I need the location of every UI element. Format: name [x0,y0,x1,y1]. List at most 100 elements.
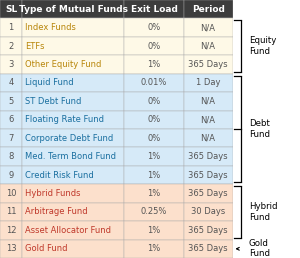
Text: N/A: N/A [201,42,216,51]
Bar [22,92,124,111]
Text: 10: 10 [6,189,16,198]
Bar [124,147,184,166]
Text: 2: 2 [8,42,14,51]
Text: Liquid Fund: Liquid Fund [25,78,74,87]
Bar [184,129,232,147]
Text: N/A: N/A [201,23,216,32]
Bar [22,129,124,147]
Text: 365 Days: 365 Days [188,152,228,161]
Bar [184,74,232,92]
Bar [124,240,184,258]
Text: 12: 12 [6,226,16,235]
Text: 0%: 0% [147,134,161,143]
Text: 365 Days: 365 Days [188,171,228,180]
Text: 365 Days: 365 Days [188,226,228,235]
Bar [124,203,184,221]
Text: 0.25%: 0.25% [141,207,167,216]
Text: 6: 6 [8,115,14,124]
Bar [184,184,232,203]
Text: 7: 7 [8,134,14,143]
Bar [124,221,184,240]
Bar [0,166,22,184]
Text: Credit Risk Fund: Credit Risk Fund [25,171,94,180]
Text: SL: SL [5,5,17,14]
Text: Corporate Debt Fund: Corporate Debt Fund [25,134,113,143]
Bar [184,18,232,37]
Bar [0,37,22,55]
Text: 1%: 1% [147,171,161,180]
Text: 0%: 0% [147,42,161,51]
Bar [22,147,124,166]
Bar [0,221,22,240]
Bar [184,203,232,221]
Text: 0%: 0% [147,97,161,106]
Bar [0,18,22,37]
Bar [184,55,232,74]
Bar [124,55,184,74]
Text: 0%: 0% [147,115,161,124]
Bar [0,147,22,166]
Text: 0%: 0% [147,23,161,32]
Bar [22,240,124,258]
Text: Equity
Fund: Equity Fund [249,36,276,56]
Text: 1%: 1% [147,60,161,69]
Bar [184,166,232,184]
Bar [22,74,124,92]
Text: Other Equity Fund: Other Equity Fund [25,60,101,69]
Text: 4: 4 [8,78,14,87]
Bar [184,147,232,166]
Text: Floating Rate Fund: Floating Rate Fund [25,115,104,124]
Bar [124,74,184,92]
Text: 1%: 1% [147,226,161,235]
Bar [22,184,124,203]
Text: Type of Mutual Funds: Type of Mutual Funds [19,5,128,14]
Text: 9: 9 [8,171,14,180]
Bar [124,184,184,203]
Bar [184,92,232,111]
Bar [22,37,124,55]
Text: 5: 5 [8,97,14,106]
Text: 13: 13 [6,244,16,253]
Text: 8: 8 [8,152,14,161]
Bar [22,166,124,184]
Bar [0,74,22,92]
Text: Debt
Fund: Debt Fund [249,119,270,139]
Text: ETFs: ETFs [25,42,44,51]
Text: 365 Days: 365 Days [188,189,228,198]
Text: Arbitrage Fund: Arbitrage Fund [25,207,88,216]
Bar [0,55,22,74]
Bar [184,111,232,129]
Bar [124,129,184,147]
Text: Gold Fund: Gold Fund [25,244,68,253]
Bar [124,92,184,111]
Bar [0,203,22,221]
Text: Period: Period [192,5,224,14]
Text: Index Funds: Index Funds [25,23,76,32]
Bar [124,37,184,55]
Bar [124,111,184,129]
Text: 11: 11 [6,207,16,216]
Text: N/A: N/A [201,115,216,124]
Text: Hybrid
Fund: Hybrid Fund [249,202,277,222]
Text: Hybrid Funds: Hybrid Funds [25,189,80,198]
Text: Asset Allocator Fund: Asset Allocator Fund [25,226,111,235]
Bar [0,184,22,203]
Text: N/A: N/A [201,134,216,143]
Text: 1%: 1% [147,244,161,253]
Text: 1 Day: 1 Day [196,78,220,87]
Bar [124,166,184,184]
Bar [184,221,232,240]
Bar [0,0,22,18]
Bar [184,37,232,55]
Bar [22,221,124,240]
Bar [124,0,184,18]
Text: 0.01%: 0.01% [141,78,167,87]
Text: N/A: N/A [201,97,216,106]
Bar [0,111,22,129]
Text: 3: 3 [8,60,14,69]
Bar [184,240,232,258]
Text: Gold
Fund: Gold Fund [249,239,270,258]
Text: Exit Load: Exit Load [130,5,178,14]
Bar [22,55,124,74]
Text: Med. Term Bond Fund: Med. Term Bond Fund [25,152,116,161]
